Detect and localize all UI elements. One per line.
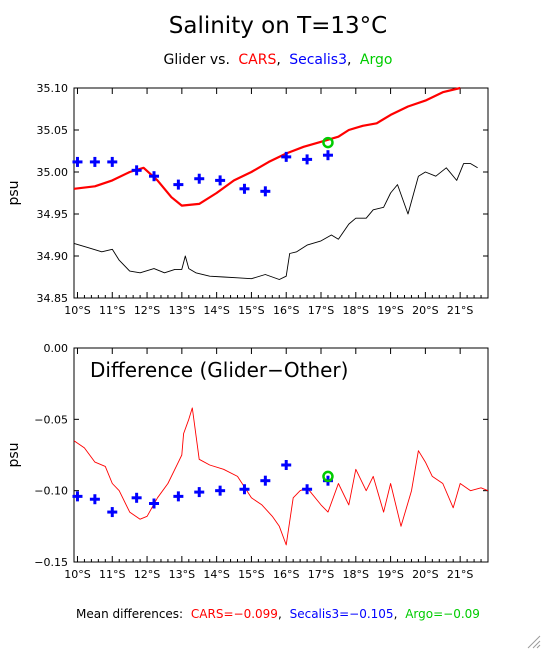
difference-secalis3-marker	[260, 475, 271, 486]
footer-prefix: Mean differences:	[76, 607, 183, 621]
difference-ytick-label: 0.00	[44, 342, 69, 355]
salinity-plot-frame	[73, 87, 489, 299]
difference-secalis3-marker	[149, 498, 160, 509]
difference-xtick-label: 15°S	[238, 568, 264, 581]
difference-ylabel: psu	[6, 442, 22, 467]
salinity-ytick-label: 34.85	[37, 292, 69, 305]
footer-cars: CARS=−0.099	[191, 607, 278, 621]
salinity-secalis3-marker	[194, 173, 205, 184]
salinity-xtick-label: 17°S	[308, 304, 334, 317]
subtitle-cars: CARS	[238, 52, 276, 68]
difference-secalis3-marker	[89, 494, 100, 505]
difference-panel-title: Difference (Glider−Other)	[90, 358, 348, 382]
salinity-secalis3-marker	[131, 165, 142, 176]
difference-xtick-label: 16°S	[273, 568, 299, 581]
difference-xtick-label: 10°S	[64, 568, 90, 581]
difference-secalis3-marker	[239, 484, 250, 495]
difference-xtick-label: 14°S	[203, 568, 229, 581]
difference-xtick-label: 19°S	[377, 568, 403, 581]
difference-xtick-label: 13°S	[169, 568, 195, 581]
salinity-series	[72, 86, 478, 280]
figure-subtitle: Glider vs. CARS, Secalis3, Argo	[164, 52, 393, 68]
salinity-argo-marker	[322, 136, 334, 149]
figure-title: Salinity on T=13°C	[169, 13, 388, 39]
difference-xtick-label: 12°S	[134, 568, 160, 581]
difference-secalis3-marker	[281, 459, 292, 470]
difference-ytick-label: −0.05	[34, 413, 68, 426]
subtitle-prefix: Glider vs.	[164, 52, 230, 68]
salinity-secalis3-marker	[215, 175, 226, 186]
salinity-xtick-label: 19°S	[377, 304, 403, 317]
salinity-secalis3-marker	[149, 171, 160, 182]
subtitle-sep1: ,	[276, 52, 280, 68]
salinity-secalis3-marker	[302, 154, 313, 165]
salinity-secalis3-marker	[89, 156, 100, 167]
difference-plot-frame	[73, 347, 489, 563]
salinity-secalis3-marker	[72, 156, 83, 167]
resize-grip-icon[interactable]	[527, 635, 541, 649]
salinity-ytick-label: 34.95	[37, 208, 69, 221]
difference-argo-marker	[322, 470, 334, 483]
difference-secalis3-marker	[215, 485, 226, 496]
difference-series	[72, 407, 489, 546]
difference-xtick-label: 11°S	[99, 568, 125, 581]
salinity-xtick-label: 13°S	[169, 304, 195, 317]
salinity-ylabel: psu	[6, 180, 22, 205]
salinity-secalis3-marker	[260, 186, 271, 197]
footer-secalis: Secalis3=−0.105	[290, 607, 394, 621]
difference-secalis3-marker	[107, 507, 118, 518]
mean-differences-footer: Mean differences: CARS=−0.099, Secalis3=…	[76, 607, 480, 621]
subtitle-argo: Argo	[360, 52, 393, 68]
subtitle-secalis: Secalis3	[289, 52, 347, 68]
footer-sep2: ,	[394, 607, 398, 621]
difference-xtick-label: 18°S	[343, 568, 369, 581]
salinity-xtick-label: 14°S	[203, 304, 229, 317]
difference-secalis3-marker	[302, 484, 313, 495]
salinity-secalis3-marker	[173, 179, 184, 190]
salinity-xtick-label: 20°S	[412, 304, 438, 317]
salinity-ytick-label: 35.05	[37, 124, 69, 137]
salinity-xtick-label: 21°S	[447, 304, 473, 317]
difference-ytick-label: −0.15	[34, 556, 68, 569]
salinity-ytick-label: 35.00	[37, 166, 69, 179]
difference-xtick-label: 17°S	[308, 568, 334, 581]
salinity-glider-line	[73, 163, 478, 280]
difference-ytick-label: −0.10	[34, 485, 68, 498]
salinity-secalis3-marker	[107, 156, 118, 167]
difference-xtick-label: 20°S	[412, 568, 438, 581]
footer-sep1: ,	[278, 607, 282, 621]
subtitle-sep2: ,	[347, 52, 351, 68]
difference-cars-line	[73, 407, 489, 546]
salinity-xtick-label: 16°S	[273, 304, 299, 317]
salinity-secalis3-marker	[281, 151, 292, 162]
difference-xtick-label: 21°S	[447, 568, 473, 581]
difference-secalis3-marker	[131, 492, 142, 503]
salinity-ytick-label: 34.90	[37, 250, 69, 263]
difference-secalis3-marker	[173, 491, 184, 502]
salinity-secalis3-marker	[239, 183, 250, 194]
salinity-xtick-label: 15°S	[238, 304, 264, 317]
salinity-xtick-label: 18°S	[343, 304, 369, 317]
difference-panel: Difference (Glider−Other) psu 0.00 −0.05 −…	[6, 342, 489, 581]
footer-argo: Argo=−0.09	[405, 607, 480, 621]
difference-secalis3-marker	[72, 491, 83, 502]
salinity-cars-line	[73, 86, 461, 207]
salinity-xtick-label: 10°S	[64, 304, 90, 317]
salinity-xtick-label: 12°S	[134, 304, 160, 317]
salinity-secalis3-marker	[322, 150, 333, 161]
difference-secalis3-marker	[194, 487, 205, 498]
salinity-xtick-label: 11°S	[99, 304, 125, 317]
salinity-ytick-label: 35.10	[37, 82, 69, 95]
